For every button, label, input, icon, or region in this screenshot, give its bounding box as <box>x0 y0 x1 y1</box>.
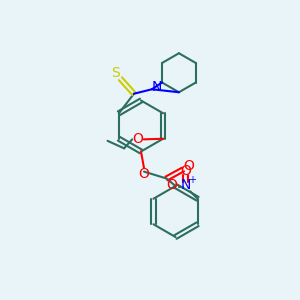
Text: S: S <box>111 66 119 80</box>
Text: N: N <box>151 80 162 94</box>
Text: O: O <box>139 167 149 181</box>
Text: -: - <box>176 180 180 190</box>
Text: O: O <box>183 160 194 173</box>
Text: O: O <box>166 178 177 192</box>
Text: O: O <box>132 132 143 146</box>
Text: O: O <box>180 164 191 178</box>
Text: +: + <box>188 175 196 185</box>
Text: N: N <box>180 178 191 192</box>
